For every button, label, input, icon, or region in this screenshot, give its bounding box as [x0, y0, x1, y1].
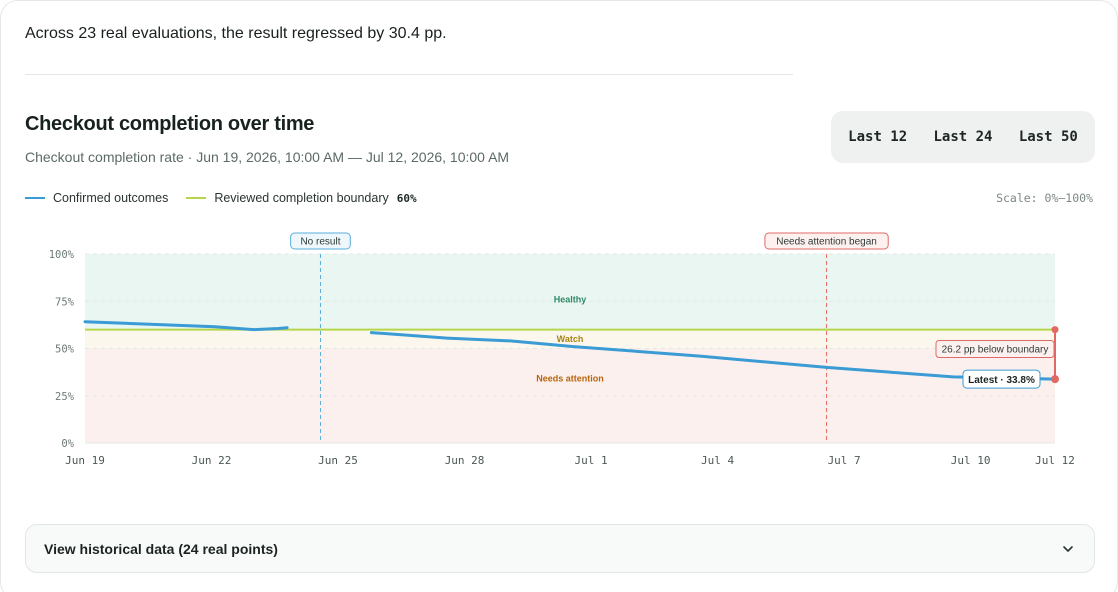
series-line-segment — [369, 331, 1057, 381]
x-tick-label: Jul 4 — [701, 454, 734, 467]
chevron-down-icon — [1063, 545, 1073, 552]
scale-label: Scale: 0%–100% — [996, 191, 1093, 205]
y-tick-label: 100% — [49, 249, 75, 261]
legend-label-series: Confirmed outcomes — [53, 191, 169, 205]
x-tick-label: Jun 28 — [445, 454, 485, 467]
boundary-endpoint — [1051, 326, 1059, 334]
annotation-box — [764, 232, 889, 250]
y-tick-label: 75% — [55, 296, 75, 308]
band-label: Healthy — [554, 294, 587, 304]
range-selector: Last 12 Last 24 Last 50 — [831, 111, 1095, 163]
gap-label-box — [935, 340, 1055, 358]
y-tick-label: 25% — [55, 391, 75, 403]
annotation-label: Needs attention began — [776, 237, 877, 248]
range-last-12-button[interactable]: Last 12 — [842, 121, 913, 153]
range-last-24-button[interactable]: Last 24 — [927, 121, 998, 153]
band-healthy — [85, 254, 1055, 330]
x-tick-label: Jul 7 — [828, 454, 861, 467]
latest-label-box — [962, 369, 1041, 389]
legend-item-boundary: Reviewed completion boundary 60% — [186, 191, 417, 205]
historical-data-label: View historical data (24 real points) — [44, 540, 278, 557]
band-label: Needs attention — [536, 374, 604, 384]
range-last-50-button[interactable]: Last 50 — [1013, 121, 1084, 153]
y-tick-label: 50% — [55, 344, 75, 356]
chart-legend: Confirmed outcomes Reviewed completion b… — [25, 191, 435, 205]
latest-point — [1051, 375, 1059, 384]
series-line-segment — [83, 320, 289, 332]
x-tick-label: Jun 19 — [65, 454, 105, 467]
annotation-label: No result — [300, 237, 340, 248]
x-tick-label: Jul 1 — [575, 454, 608, 467]
chart-subtitle: Checkout completion rate · Jun 19, 2026,… — [25, 149, 510, 165]
band-label: Watch — [557, 334, 584, 344]
x-tick-label: Jun 22 — [192, 454, 232, 467]
divider — [25, 74, 793, 75]
legend-item-series: Confirmed outcomes — [25, 191, 168, 205]
latest-label: Latest · 33.8% — [968, 375, 1035, 386]
legend-boundary-value: 60% — [396, 191, 417, 205]
x-tick-label: Jul 12 — [1035, 454, 1075, 467]
x-tick-label: Jul 10 — [951, 454, 991, 467]
annotation-box — [290, 232, 351, 250]
gap-label: 26.2 pp below boundary — [942, 345, 1049, 356]
band-watch — [85, 329, 1055, 349]
historical-data-toggle[interactable]: View historical data (24 real points) — [25, 524, 1095, 573]
legend-swatch-series — [25, 197, 45, 199]
legend-swatch-boundary — [186, 197, 207, 199]
summary-text: Across 23 real evaluations, the result r… — [25, 25, 447, 42]
y-tick-label: 0% — [61, 438, 74, 450]
chart-title: Checkout completion over time — [25, 113, 315, 135]
legend-label-boundary: Reviewed completion boundary — [214, 191, 389, 205]
x-tick-label: Jun 25 — [318, 454, 358, 467]
line-chart: 0% 25% 50% 75% 100% Jun 19 Jun 22 Jun 25 Jun 28 J… — [49, 232, 1075, 467]
